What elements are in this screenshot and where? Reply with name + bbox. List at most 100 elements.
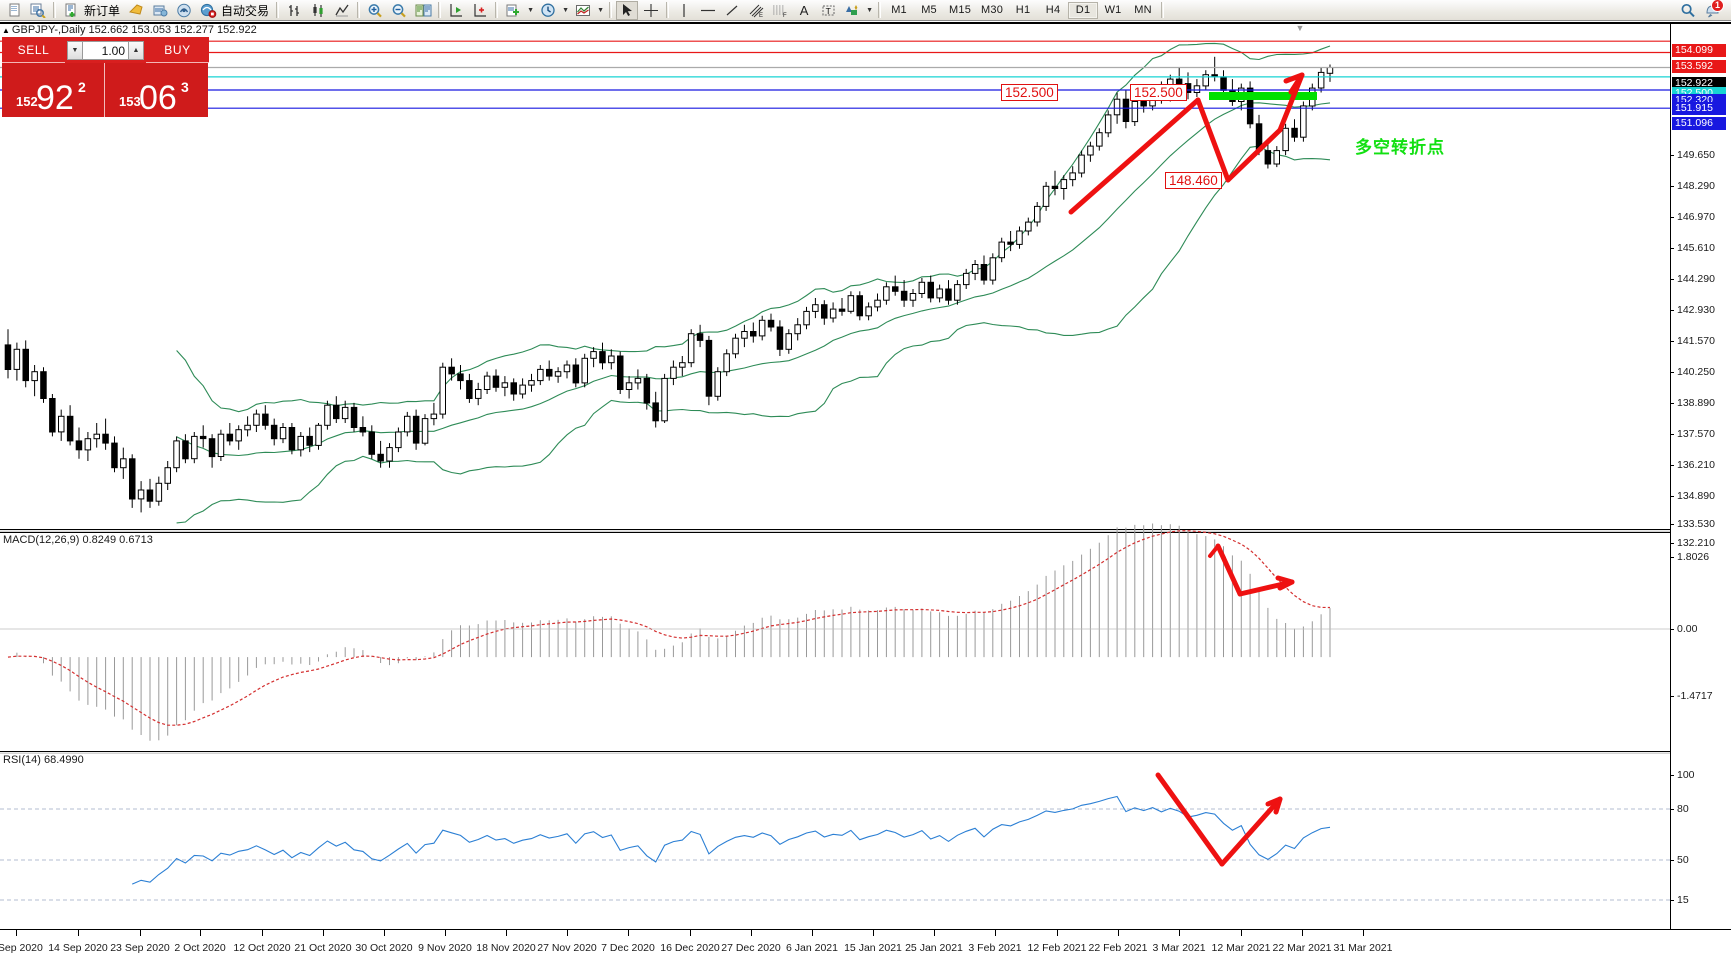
price-scale[interactable]: 149.650 148.290 146.970 145.610 144.290 142.9… bbox=[1670, 24, 1731, 946]
price-scale-chip[interactable]: 154.099 bbox=[1672, 44, 1726, 57]
timeframe-h1[interactable]: H1 bbox=[1015, 4, 1031, 16]
new-chart-icon[interactable] bbox=[3, 1, 25, 20]
fibonacci-retracement-icon[interactable]: F bbox=[769, 1, 791, 20]
price-pane[interactable]: 152.500 152.500 148.460 多空转折点 bbox=[0, 30, 1670, 530]
rsi-pane[interactable]: RSI(14) 68.4990 bbox=[0, 754, 1670, 929]
chevron-down-icon[interactable]: ▼ bbox=[527, 6, 534, 14]
templates-icon[interactable] bbox=[572, 1, 594, 20]
text-label-icon[interactable]: T bbox=[817, 1, 839, 20]
volume-stepper[interactable]: ▼ 1.00 ▲ bbox=[65, 37, 146, 63]
toolbar-separator bbox=[609, 2, 613, 18]
line-chart-icon[interactable] bbox=[331, 1, 353, 20]
indicators-add-icon[interactable] bbox=[502, 1, 524, 20]
timeframe-m15[interactable]: M15 bbox=[949, 4, 972, 16]
crosshair-icon[interactable] bbox=[640, 1, 662, 20]
pane-divider-price-macd[interactable] bbox=[0, 529, 1670, 533]
market-watch-icon[interactable] bbox=[27, 1, 49, 20]
autotrading-icon[interactable] bbox=[197, 1, 219, 20]
price-scale-tick: 144.290 bbox=[1671, 274, 1731, 285]
text-icon[interactable]: A bbox=[799, 2, 809, 18]
volume-down-button[interactable]: ▼ bbox=[67, 40, 83, 60]
chart-window[interactable]: ▲ GBPJPY-,Daily 152.662 153.053 152.277 … bbox=[0, 22, 1731, 968]
date-tick bbox=[1179, 930, 1180, 936]
bar-chart-icon[interactable] bbox=[283, 1, 305, 20]
date-tick bbox=[1057, 930, 1058, 936]
trendline-icon[interactable] bbox=[721, 1, 743, 20]
timeframe-mn[interactable]: MN bbox=[1134, 4, 1152, 16]
sell-price-display[interactable]: 152 92 2 bbox=[2, 63, 105, 117]
timeframe-m30[interactable]: M30 bbox=[981, 4, 1004, 16]
green-zone-rect bbox=[1209, 92, 1317, 100]
cursor-icon[interactable] bbox=[616, 0, 639, 20]
equidistant-channel-icon[interactable]: E bbox=[745, 1, 767, 20]
notifications-icon[interactable]: 1 bbox=[1701, 0, 1724, 20]
price-scale-tick: 145.610 bbox=[1671, 243, 1731, 254]
auto-scroll-icon[interactable] bbox=[445, 1, 467, 20]
timeframe-w1[interactable]: W1 bbox=[1104, 4, 1122, 16]
anno-148460[interactable]: 148.460 bbox=[1165, 172, 1222, 189]
price-scale-chip[interactable]: 151.915 bbox=[1672, 102, 1726, 115]
navigator-icon[interactable] bbox=[173, 1, 195, 20]
date-tick bbox=[751, 930, 752, 936]
price-scale-tick: 148.290 bbox=[1671, 181, 1731, 192]
chart-title-text: GBPJPY-,Daily 152.662 153.053 152.277 15… bbox=[11, 24, 257, 36]
timeframe-h4[interactable]: H4 bbox=[1045, 4, 1061, 16]
date-tick bbox=[934, 930, 935, 936]
horizontal-line-icon[interactable] bbox=[697, 1, 719, 20]
svg-text:E: E bbox=[759, 13, 763, 18]
price-scale-chip[interactable]: 151.096 bbox=[1672, 117, 1726, 130]
zoom-in-icon[interactable] bbox=[364, 1, 386, 20]
price-scale-tick: -1.4717 bbox=[1671, 691, 1731, 702]
price-scale-tick: 136.210 bbox=[1671, 460, 1731, 471]
svg-text:F: F bbox=[783, 13, 787, 18]
date-tick bbox=[812, 930, 813, 936]
buy-price-integer: 153 bbox=[119, 94, 141, 109]
toolbar-separator bbox=[666, 2, 670, 18]
ocp-prices: 152 92 2 153 06 3 bbox=[2, 63, 209, 117]
buy-price-display[interactable]: 153 06 3 bbox=[105, 63, 208, 117]
chevron-down-icon[interactable]: ▼ bbox=[562, 6, 569, 14]
sell-button[interactable]: SELL bbox=[2, 37, 65, 63]
turning-point-note[interactable]: 多空转折点 bbox=[1355, 138, 1445, 157]
chevron-down-icon[interactable]: ▼ bbox=[866, 6, 873, 14]
periods-clock-icon[interactable] bbox=[537, 1, 559, 20]
timeframe-m5[interactable]: M5 bbox=[921, 4, 937, 16]
buy-button[interactable]: BUY bbox=[146, 37, 209, 63]
chevron-down-icon[interactable]: ▼ bbox=[597, 6, 604, 14]
timeframe-d1[interactable]: D1 bbox=[1068, 1, 1099, 19]
anno-152500-left[interactable]: 152.500 bbox=[1001, 84, 1058, 101]
timeframe-m1[interactable]: M1 bbox=[891, 4, 907, 16]
macd-arrow-head-2 bbox=[1208, 544, 1226, 560]
candlestick-chart-icon[interactable] bbox=[307, 1, 329, 20]
volume-input[interactable]: 1.00 bbox=[83, 40, 128, 60]
zoom-out-icon[interactable] bbox=[388, 1, 410, 20]
new-order-icon[interactable] bbox=[60, 1, 82, 20]
rsi-arrow-head bbox=[1265, 796, 1283, 815]
sell-price-pips: 92 bbox=[36, 79, 74, 117]
chevron-down-icon[interactable]: ▼ bbox=[1295, 23, 1305, 33]
shapes-icon[interactable] bbox=[841, 1, 863, 20]
trend-arrow-group bbox=[1068, 72, 1305, 215]
date-tick bbox=[873, 930, 874, 936]
price-scale-tick: 146.970 bbox=[1671, 212, 1731, 223]
metaeditor-icon[interactable] bbox=[125, 1, 147, 20]
date-tick bbox=[690, 930, 691, 936]
vertical-line-icon[interactable] bbox=[673, 1, 695, 20]
chart-shift-end-icon[interactable] bbox=[469, 1, 491, 20]
volume-up-button[interactable]: ▲ bbox=[128, 40, 144, 60]
autotrading-label[interactable]: 自动交易 bbox=[221, 3, 270, 18]
search-icon[interactable] bbox=[1677, 1, 1699, 20]
anno-152500-right[interactable]: 152.500 bbox=[1130, 84, 1187, 101]
price-scale-chip[interactable]: 153.592 bbox=[1672, 60, 1726, 73]
chart-shift-icon[interactable] bbox=[412, 1, 434, 20]
price-scale-chip[interactable]: 152.922 bbox=[1672, 77, 1726, 90]
new-order-label[interactable]: 新订单 bbox=[84, 3, 121, 18]
one-click-trading-panel[interactable]: SELL ▼ 1.00 ▲ BUY 152 92 2 153 06 3 bbox=[2, 37, 209, 117]
price-scale-tick: 1.8026 bbox=[1671, 552, 1731, 563]
date-tick bbox=[506, 930, 507, 936]
macd-arrow-head bbox=[1275, 575, 1295, 591]
toolbar-separator bbox=[495, 2, 499, 18]
terminal-icon[interactable] bbox=[149, 1, 171, 20]
macd-pane[interactable]: MACD(12,26,9) 0.8249 0.6713 bbox=[0, 523, 1670, 752]
